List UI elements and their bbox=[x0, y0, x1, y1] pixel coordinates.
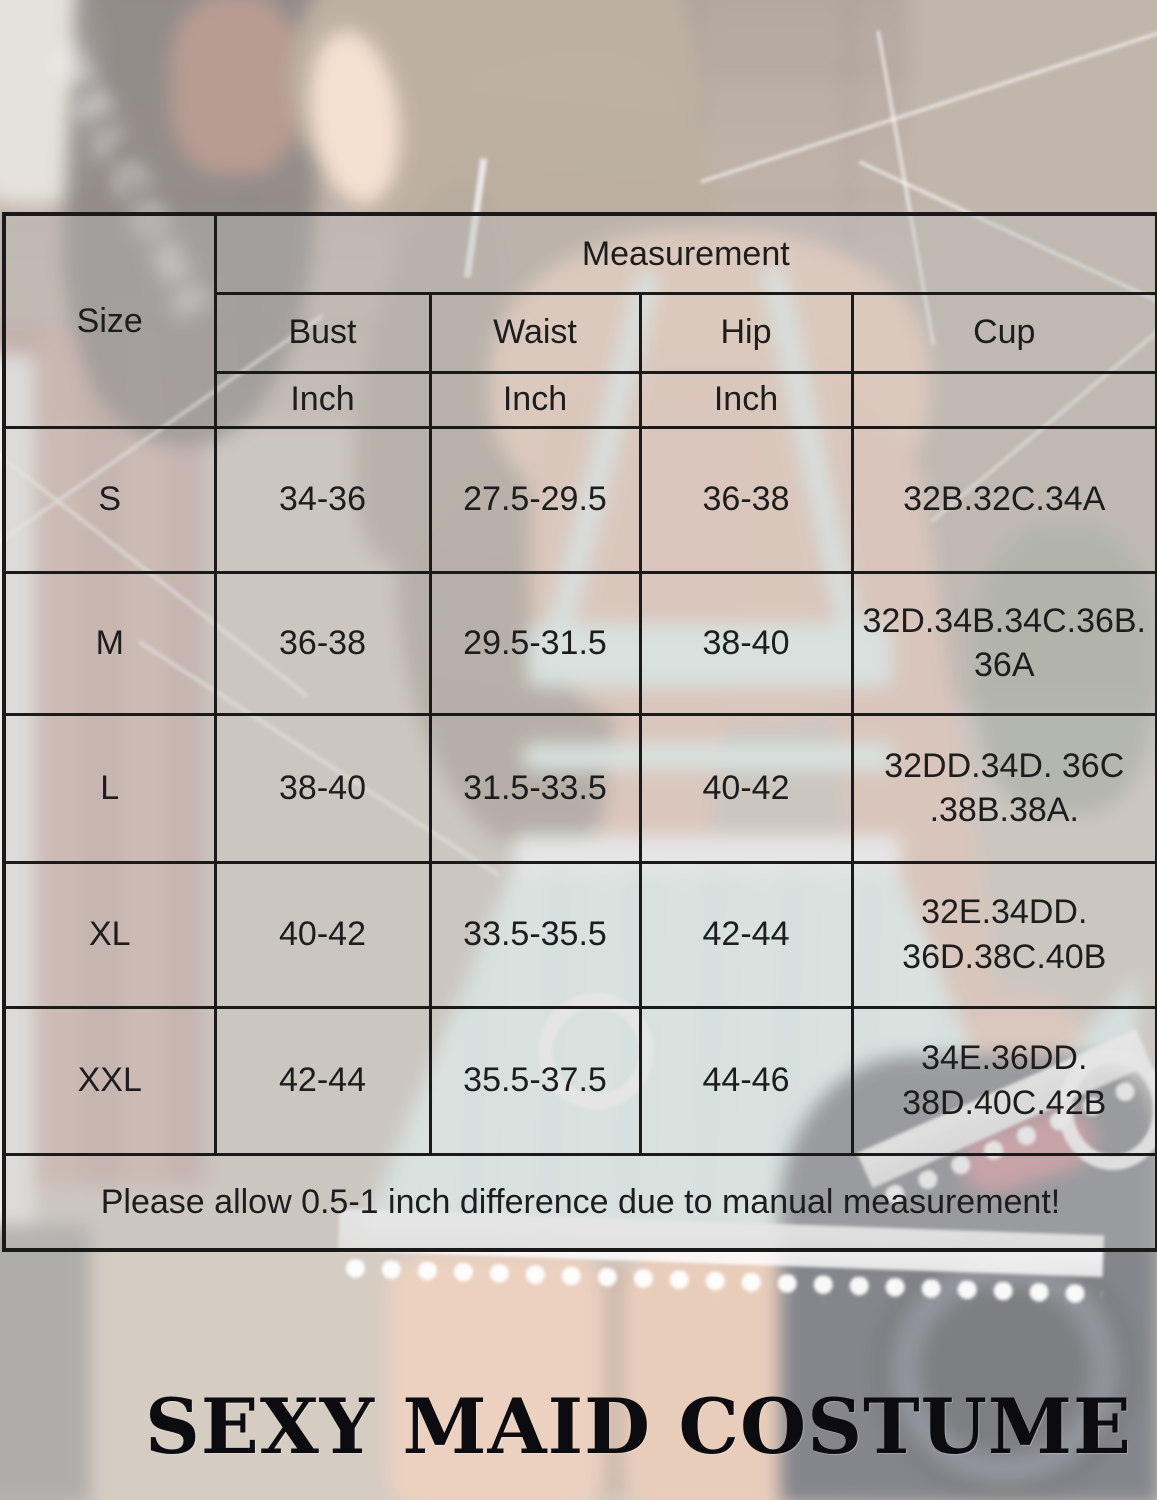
photo-shape-halloween-doll bbox=[170, 0, 300, 175]
waist-cell: 35.5-37.5 bbox=[428, 1005, 642, 1156]
bust-cell: 34-36 bbox=[213, 425, 432, 574]
col-header-hip: Hip bbox=[638, 291, 854, 374]
header-row-measurement: Size Measurement bbox=[2, 212, 1157, 429]
hip-cell: 44-46 bbox=[638, 1005, 854, 1156]
header-row-columns: Bust Waist Hip Cup bbox=[4, 291, 1157, 374]
hip-cell: 42-44 bbox=[638, 860, 854, 1009]
waist-cell: 27.5-29.5 bbox=[428, 425, 642, 574]
bust-cell: 42-44 bbox=[213, 1005, 432, 1156]
unit-cell-hip: Inch bbox=[638, 370, 854, 429]
cup-cell: 32B.32C.34A bbox=[850, 425, 1157, 574]
size-chart-table: Size Measurement Bust Waist Hip Cup Inch… bbox=[2, 212, 1157, 1252]
note-row: Please allow 0.5-1 inch difference due t… bbox=[2, 1152, 1157, 1252]
hip-cell: 36-38 bbox=[638, 425, 854, 574]
photo-shape-bottom-left bbox=[0, 1225, 90, 1500]
hip-cell: 40-42 bbox=[638, 712, 854, 864]
size-row-s: S 34-36 27.5-29.5 36-38 32B.32C.34A bbox=[2, 425, 1157, 574]
col-header-cup: Cup bbox=[850, 291, 1157, 374]
col-header-waist: Waist bbox=[428, 291, 642, 374]
measurement-header: Measurement bbox=[213, 212, 1157, 295]
cup-cell: 32D.34B.34C.36B. 36A bbox=[850, 570, 1157, 716]
cup-cell: 34E.36DD. 38D.40C.42B bbox=[850, 1005, 1157, 1156]
photo-shape-left-leg bbox=[387, 1253, 605, 1500]
waist-cell: 31.5-33.5 bbox=[428, 712, 642, 864]
size-row-l: L 38-40 31.5-33.5 40-42 32DD.34D. 36C .3… bbox=[2, 712, 1157, 864]
product-title: SEXY MAID COSTUME bbox=[145, 1382, 1132, 1471]
size-row-xxl: XXL 42-44 35.5-37.5 44-46 34E.36DD. 38D.… bbox=[2, 1005, 1157, 1156]
unit-cell-waist: Inch bbox=[428, 370, 642, 429]
unit-cell-bust: Inch bbox=[213, 370, 432, 429]
waist-cell: 29.5-31.5 bbox=[428, 570, 642, 716]
cup-cell: 32DD.34D. 36C .38B.38A. bbox=[850, 712, 1157, 864]
waist-cell: 33.5-35.5 bbox=[428, 860, 642, 1009]
size-row-xl: XL 40-42 33.5-35.5 42-44 32E.34DD. 36D.3… bbox=[2, 860, 1157, 1009]
hip-cell: 38-40 bbox=[638, 570, 854, 716]
size-column-header: Size bbox=[2, 212, 217, 429]
measurement-note: Please allow 0.5-1 inch difference due t… bbox=[2, 1152, 1157, 1252]
size-cell: XXL bbox=[2, 1005, 217, 1156]
bust-cell: 36-38 bbox=[213, 570, 432, 716]
col-header-bust: Bust bbox=[213, 291, 432, 374]
bust-cell: 38-40 bbox=[213, 712, 432, 864]
header-row-units: Inch Inch Inch bbox=[4, 370, 1157, 429]
size-row-m: M 36-38 29.5-31.5 38-40 32D.34B.34C.36B.… bbox=[2, 570, 1157, 716]
size-cell: M bbox=[2, 570, 217, 716]
size-cell: L bbox=[2, 712, 217, 864]
size-cell: XL bbox=[2, 860, 217, 1009]
size-cell: S bbox=[2, 425, 217, 574]
bust-cell: 40-42 bbox=[213, 860, 432, 1009]
unit-cell-cup bbox=[850, 370, 1157, 429]
cup-cell: 32E.34DD. 36D.38C.40B bbox=[850, 860, 1157, 1009]
